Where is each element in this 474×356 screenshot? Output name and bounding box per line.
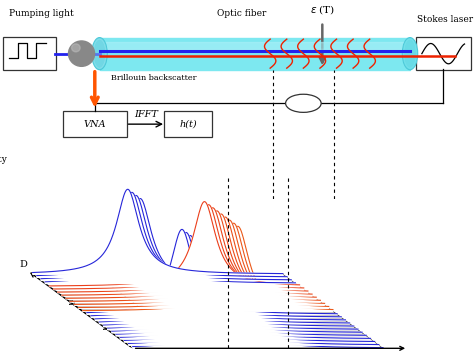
Polygon shape: [66, 214, 316, 299]
Polygon shape: [103, 242, 354, 327]
FancyBboxPatch shape: [416, 37, 471, 70]
Text: Pumping light: Pumping light: [9, 9, 73, 18]
Polygon shape: [82, 226, 333, 311]
Polygon shape: [41, 195, 291, 281]
Bar: [100, 42, 410, 49]
Text: $z_2$: $z_2$: [101, 324, 110, 334]
Ellipse shape: [92, 38, 107, 69]
Polygon shape: [58, 208, 308, 293]
Polygon shape: [108, 245, 358, 330]
Polygon shape: [120, 254, 371, 339]
Text: Stokes laser: Stokes laser: [417, 15, 473, 23]
Ellipse shape: [68, 41, 94, 66]
Text: VNA: VNA: [83, 120, 106, 129]
Polygon shape: [74, 220, 325, 305]
Text: IFFT: IFFT: [134, 110, 158, 119]
Text: Brillouin backscatter: Brillouin backscatter: [111, 74, 197, 82]
Ellipse shape: [285, 94, 321, 112]
Polygon shape: [116, 251, 366, 336]
Text: Optic fiber: Optic fiber: [217, 9, 266, 18]
Polygon shape: [49, 201, 300, 287]
Bar: [100, 38, 410, 69]
FancyBboxPatch shape: [3, 37, 56, 70]
Text: $\varepsilon$ (T): $\varepsilon$ (T): [310, 3, 335, 16]
Ellipse shape: [93, 39, 106, 68]
Polygon shape: [124, 257, 374, 342]
Polygon shape: [91, 232, 341, 318]
Ellipse shape: [402, 38, 418, 69]
Polygon shape: [62, 211, 312, 296]
Polygon shape: [100, 239, 350, 324]
Ellipse shape: [403, 39, 417, 68]
FancyBboxPatch shape: [164, 111, 212, 137]
Text: h(t): h(t): [180, 120, 197, 129]
Polygon shape: [133, 263, 383, 348]
Polygon shape: [79, 223, 329, 308]
FancyBboxPatch shape: [63, 111, 127, 137]
Ellipse shape: [72, 44, 80, 52]
Text: $f_m$: $f_m$: [298, 96, 309, 110]
Polygon shape: [112, 248, 362, 333]
Polygon shape: [54, 205, 304, 290]
Polygon shape: [70, 217, 320, 302]
Polygon shape: [95, 236, 346, 320]
Text: D: D: [19, 260, 27, 269]
Polygon shape: [37, 192, 287, 277]
Polygon shape: [33, 189, 283, 274]
Text: Intensity: Intensity: [0, 155, 8, 163]
Polygon shape: [128, 260, 379, 345]
Text: $z_1$: $z_1$: [68, 299, 77, 309]
Text: $v_B(\varepsilon/T)$: $v_B(\varepsilon/T)$: [274, 355, 301, 356]
Text: $v_B(0)$: $v_B(0)$: [218, 355, 238, 356]
Polygon shape: [87, 229, 337, 314]
Polygon shape: [45, 199, 295, 283]
